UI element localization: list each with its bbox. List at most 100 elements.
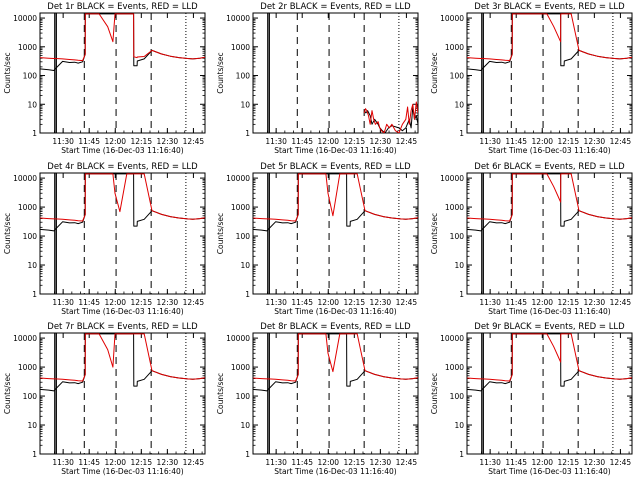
- plot-data: [467, 333, 632, 392]
- panel-title: Det 4r BLACK = Events, RED = LLD: [47, 162, 198, 172]
- y-tick-label: 10: [27, 421, 37, 430]
- plot-frame: [466, 12, 633, 134]
- panel-det-1: 1 10 100 1000 10000 11:30 11:45 12:00 12:15 12:30…: [3, 2, 206, 155]
- x-tick-label: 11:45: [291, 458, 313, 467]
- y-tick-label: 1: [245, 290, 250, 299]
- y-tick-label: 1000: [231, 363, 250, 372]
- panel-title: Det 1r BLACK = Events, RED = LLD: [47, 2, 198, 12]
- x-tick-label: 12:00: [531, 137, 553, 146]
- x-tick-label: 12:15: [130, 298, 152, 307]
- x-tick-label: 12:00: [104, 298, 126, 307]
- y-tick-label: 10000: [13, 14, 37, 23]
- x-axis-label: Start Time (16-Dec-03 11:16:40): [488, 467, 610, 476]
- y-tick-label: 10000: [13, 334, 37, 343]
- x-axis-label: Start Time (16-Dec-03 11:16:40): [274, 307, 396, 316]
- y-tick-label: 10: [454, 261, 464, 270]
- panel-title: Det 7r BLACK = Events, RED = LLD: [47, 322, 198, 332]
- y-axis-label: Counts/sec: [216, 373, 225, 414]
- x-tick-label: 12:45: [610, 458, 632, 467]
- x-tick-label: 12:30: [370, 137, 392, 146]
- x-tick-label: 11:30: [52, 137, 74, 146]
- series-events-line: [40, 13, 205, 71]
- panel-det-2: 1 10 100 1000 10000 11:30 11:45 12:00 12:15 12:30…: [216, 2, 419, 155]
- y-tick-label: 10000: [226, 14, 250, 23]
- x-tick-label: 12:15: [130, 458, 152, 467]
- x-axis-label: Start Time (16-Dec-03 11:16:40): [488, 146, 610, 155]
- x-tick-label: 11:30: [479, 298, 501, 307]
- y-tick-label: 100: [450, 392, 465, 401]
- x-tick-label: 12:00: [531, 298, 553, 307]
- y-tick-label: 1000: [231, 43, 250, 52]
- plot-data: [253, 173, 418, 232]
- x-axis-label: Start Time (16-Dec-03 11:16:40): [61, 146, 183, 155]
- x-tick-label: 12:15: [343, 458, 365, 467]
- x-tick-label: 11:45: [291, 298, 313, 307]
- y-tick-label: 1: [32, 129, 37, 138]
- x-tick-label: 12:30: [370, 458, 392, 467]
- series-lld-line: [467, 173, 632, 222]
- x-tick-label: 11:30: [265, 298, 287, 307]
- y-axis-label: Counts/sec: [430, 213, 439, 254]
- plot-frame: [39, 332, 206, 455]
- y-tick-label: 10: [240, 421, 250, 430]
- y-tick-label: 10000: [440, 14, 464, 23]
- y-tick-label: 1000: [18, 363, 37, 372]
- plot-data: [253, 333, 418, 392]
- y-tick-label: 100: [450, 232, 465, 241]
- y-tick-label: 10000: [13, 174, 37, 183]
- y-tick-label: 1: [459, 129, 464, 138]
- y-tick-label: 1: [459, 450, 464, 459]
- x-tick-label: 11:45: [78, 137, 100, 146]
- y-tick-label: 10000: [226, 334, 250, 343]
- y-tick-label: 10: [27, 100, 37, 109]
- x-tick-label: 12:30: [157, 137, 179, 146]
- y-tick-label: 1: [245, 450, 250, 459]
- y-tick-label: 10: [454, 421, 464, 430]
- panel-det-3: 1 10 100 1000 10000 11:30 11:45 12:00 12:15 12:30…: [430, 2, 633, 155]
- y-tick-label: 1: [32, 450, 37, 459]
- y-tick-label: 10: [454, 100, 464, 109]
- x-tick-label: 11:45: [291, 137, 313, 146]
- panel-title: Det 8r BLACK = Events, RED = LLD: [260, 322, 411, 332]
- plot-data: [467, 13, 632, 71]
- x-tick-label: 11:45: [78, 458, 100, 467]
- plot-data: [363, 101, 418, 133]
- x-tick-label: 12:15: [130, 137, 152, 146]
- x-tick-label: 12:30: [584, 298, 606, 307]
- panel-title: Det 6r BLACK = Events, RED = LLD: [474, 162, 625, 172]
- plot-frame: [252, 12, 419, 134]
- x-tick-label: 12:45: [610, 137, 632, 146]
- x-tick-label: 12:15: [343, 298, 365, 307]
- y-tick-label: 1000: [445, 203, 464, 212]
- panel-title: Det 2r BLACK = Events, RED = LLD: [260, 2, 411, 12]
- panel-title: Det 9r BLACK = Events, RED = LLD: [474, 322, 625, 332]
- series-lld-line: [40, 173, 205, 222]
- plot-frame: [39, 12, 206, 134]
- y-tick-label: 100: [23, 72, 38, 81]
- x-tick-label: 12:00: [531, 458, 553, 467]
- y-axis-label: Counts/sec: [3, 213, 12, 254]
- x-tick-label: 11:30: [265, 458, 287, 467]
- x-tick-label: 12:45: [610, 298, 632, 307]
- y-tick-label: 10000: [440, 334, 464, 343]
- y-tick-label: 1000: [445, 43, 464, 52]
- panel-title: Det 3r BLACK = Events, RED = LLD: [474, 2, 625, 12]
- panel-det-9: 1 10 100 1000 10000 11:30 11:45 12:00 12:15 12:30…: [430, 322, 633, 476]
- panel-det-8: 1 10 100 1000 10000 11:30 11:45 12:00 12:15 12:30…: [216, 322, 419, 476]
- y-tick-label: 100: [23, 232, 38, 241]
- y-tick-label: 10: [27, 261, 37, 270]
- x-tick-label: 12:45: [396, 458, 418, 467]
- y-tick-label: 100: [236, 392, 251, 401]
- series-lld-line: [363, 101, 418, 133]
- y-tick-label: 100: [23, 392, 38, 401]
- series-lld-line: [467, 333, 632, 382]
- plot-data: [40, 173, 205, 232]
- plot-data: [40, 13, 205, 71]
- y-axis-label: Counts/sec: [216, 213, 225, 254]
- x-tick-label: 11:45: [505, 458, 527, 467]
- panel-det-7: 1 10 100 1000 10000 11:30 11:45 12:00 12:15 12:30…: [3, 322, 206, 476]
- x-tick-label: 12:00: [104, 458, 126, 467]
- y-tick-label: 100: [450, 72, 465, 81]
- x-tick-label: 11:30: [479, 137, 501, 146]
- plot-frame: [466, 172, 633, 295]
